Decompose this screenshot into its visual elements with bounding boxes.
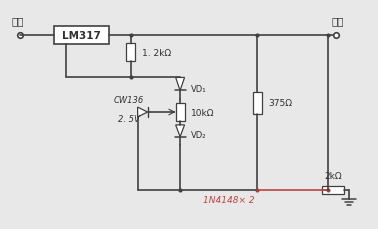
FancyBboxPatch shape [126,44,135,62]
Text: 2. 5V: 2. 5V [118,114,139,123]
Text: 2kΩ: 2kΩ [324,172,342,180]
Text: 1. 2kΩ: 1. 2kΩ [142,49,171,57]
Text: 1N4148× 2: 1N4148× 2 [203,195,254,204]
Text: 输出: 输出 [332,16,344,26]
FancyBboxPatch shape [322,186,344,194]
FancyBboxPatch shape [176,104,184,121]
Text: LM317: LM317 [62,31,101,41]
Text: VD₁: VD₁ [191,85,207,93]
Text: 10kΩ: 10kΩ [191,108,214,117]
FancyBboxPatch shape [253,92,262,114]
Text: CW136: CW136 [114,96,144,105]
Polygon shape [176,78,184,91]
Text: VD₂: VD₂ [191,131,206,140]
Polygon shape [176,125,184,137]
Polygon shape [138,108,147,117]
Text: 375Ω: 375Ω [268,99,292,108]
FancyBboxPatch shape [54,27,109,45]
Text: 输入: 输入 [12,16,24,26]
